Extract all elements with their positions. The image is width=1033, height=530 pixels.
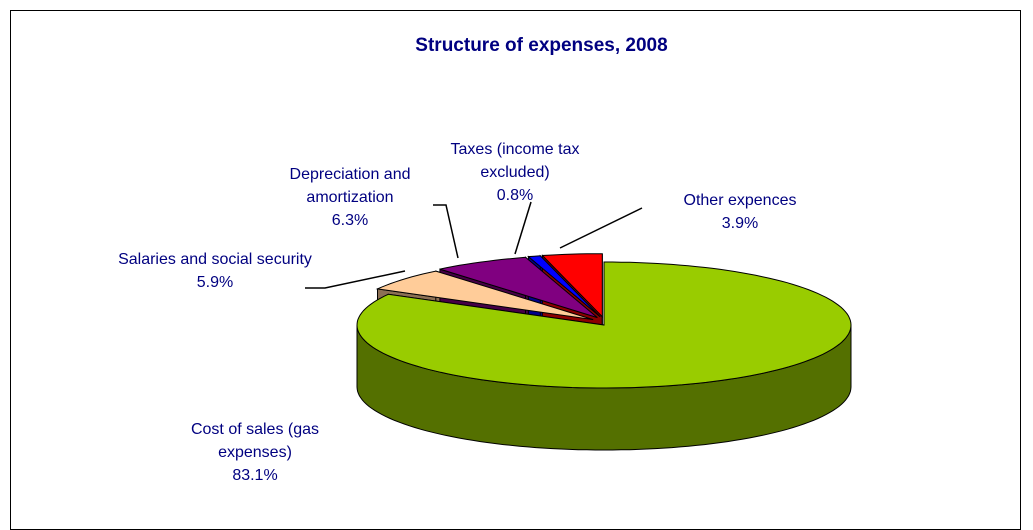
data-label: Cost of sales (gas expenses) 83.1% [170,418,340,487]
leader-line [433,204,459,259]
leader-line [514,201,532,255]
data-label: Salaries and social security 5.9% [115,248,315,294]
leader-lines [305,201,643,289]
value-label: 83.1% [232,467,278,484]
slice [439,256,598,319]
category-label: Salaries and social security [118,251,312,268]
value-label: 5.9% [196,274,234,291]
slice [527,255,601,318]
value-label: 6.3% [331,212,369,229]
data-label: Other expences 3.9% [650,189,830,235]
pie-area [305,201,852,451]
slice [541,253,603,318]
data-label: Taxes (income tax excluded) 0.8% [425,138,605,207]
category-label: Taxes (income tax excluded) [450,141,580,181]
value-label: 3.9% [721,215,759,232]
chart-title: Structure of expenses, 2008 [415,35,668,56]
leader-line [559,207,643,249]
chart: Structure of expenses, 2008 Cost of sale… [10,10,1021,530]
slice [356,261,852,389]
category-label: Cost of sales (gas expenses) [190,421,320,461]
slice [375,270,594,321]
category-label: Depreciation and amortization [289,166,411,206]
category-label: Other expences [683,192,797,209]
data-label: Depreciation and amortization 6.3% [260,163,440,232]
leader-line [305,270,406,289]
value-label: 0.8% [496,187,534,204]
